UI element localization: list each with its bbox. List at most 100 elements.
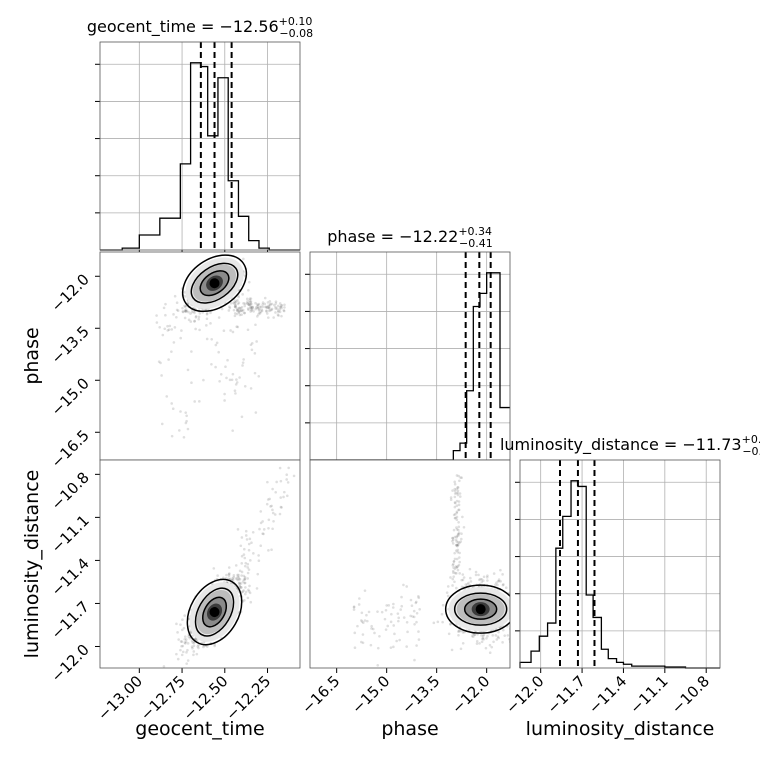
scatter-point	[277, 314, 280, 317]
scatter-point	[275, 480, 278, 484]
scatter-point	[223, 392, 226, 396]
scatter-point	[256, 572, 260, 576]
scatter-point	[155, 314, 158, 317]
x-tick-label: −11.1	[626, 672, 671, 717]
scatter-point	[229, 329, 232, 332]
scatter-point	[234, 392, 237, 395]
scatter-point	[189, 630, 193, 634]
scatter-point	[185, 651, 188, 654]
scatter-point	[497, 579, 501, 583]
scatter-point	[415, 644, 418, 647]
scatter-point	[455, 515, 459, 519]
scatter-point	[236, 299, 239, 302]
scatter-point	[242, 302, 245, 305]
scatter-point	[250, 541, 253, 544]
scatter-point	[365, 613, 368, 617]
scatter-point	[239, 309, 242, 313]
scatter-point	[456, 544, 459, 548]
scatter-point	[452, 559, 456, 563]
scatter-point	[247, 548, 251, 552]
scatter-point	[256, 306, 260, 310]
hist-panel-phase	[305, 251, 511, 465]
scatter-point	[213, 644, 216, 648]
scatter-point	[257, 313, 260, 316]
scatter-point	[231, 372, 235, 376]
scatter-point	[278, 302, 282, 305]
scatter-point	[275, 307, 279, 310]
panel-background	[310, 460, 510, 668]
scatter-point	[460, 476, 463, 480]
scatter-point	[451, 538, 455, 542]
scatter-point	[234, 577, 238, 580]
scatter-point	[453, 516, 457, 520]
scatter-point	[455, 557, 459, 561]
scatter-point	[370, 627, 373, 630]
scatter-point	[243, 547, 246, 551]
scatter-point	[267, 549, 270, 552]
scatter-point	[409, 614, 412, 618]
scatter-point	[248, 303, 251, 307]
scatter-point	[370, 624, 373, 628]
scatter-point	[263, 296, 267, 300]
scatter-point	[183, 614, 186, 617]
scatter-point	[451, 489, 454, 492]
scatter-point	[457, 508, 461, 512]
scatter-point	[242, 358, 245, 361]
scatter-point	[432, 621, 436, 625]
scatter-point	[185, 419, 188, 423]
density-cell	[475, 604, 486, 615]
scatter-point	[417, 595, 420, 598]
x-tick-label: −13.5	[398, 672, 443, 717]
title-lower-error: −0.41	[459, 237, 493, 250]
scatter-point	[215, 341, 219, 345]
scatter-point	[259, 305, 263, 308]
x-tick-label: −12.25	[222, 672, 274, 724]
scatter-point	[457, 503, 461, 507]
scatter-point	[192, 641, 196, 645]
scatter-point	[182, 435, 186, 439]
scatter-point	[217, 350, 220, 354]
scatter-point	[265, 502, 269, 506]
scatter-point	[256, 305, 259, 308]
scatter-point	[186, 427, 190, 431]
scatter-point	[237, 577, 241, 581]
scatter-point	[495, 581, 498, 585]
contour-level-1	[453, 592, 508, 626]
scatter-point	[455, 572, 458, 575]
scatter-point	[352, 605, 356, 609]
scatter-point	[244, 590, 248, 594]
scatter-point	[240, 305, 244, 309]
scatter-point	[453, 557, 457, 561]
scatter-point	[190, 381, 193, 385]
x-tick-label: −12.50	[180, 672, 232, 724]
scatter-point	[194, 327, 197, 331]
scatter-point	[451, 536, 455, 540]
panel-frame	[99, 459, 301, 669]
scatter-point	[244, 534, 248, 537]
scatter-point	[514, 616, 517, 619]
scatter-point	[270, 504, 273, 508]
scatter-point	[455, 474, 459, 477]
scatter-point	[175, 301, 179, 305]
scatter-point	[228, 572, 231, 575]
scatter-point	[186, 648, 189, 652]
scatter-point	[452, 513, 456, 517]
scatter-point	[234, 383, 238, 386]
scatter-point	[198, 400, 201, 403]
x-tick-label: −11.4	[585, 672, 630, 717]
scatter-point	[183, 305, 187, 309]
scatter-point	[210, 362, 213, 366]
scatter-point	[456, 489, 460, 493]
contour-level-1	[190, 262, 239, 304]
scatter-point	[252, 552, 255, 555]
scatter-point	[271, 508, 274, 512]
x-axis-label-phase: phase	[381, 718, 438, 740]
scatter-point	[205, 317, 209, 321]
scatter-point	[266, 301, 270, 304]
scatter-point	[246, 301, 249, 305]
scatter-point	[256, 306, 260, 310]
x-tick-label: −12.0	[502, 672, 547, 717]
scatter-point	[240, 562, 244, 565]
scatter-point	[455, 492, 458, 495]
scatter-point	[376, 663, 380, 667]
